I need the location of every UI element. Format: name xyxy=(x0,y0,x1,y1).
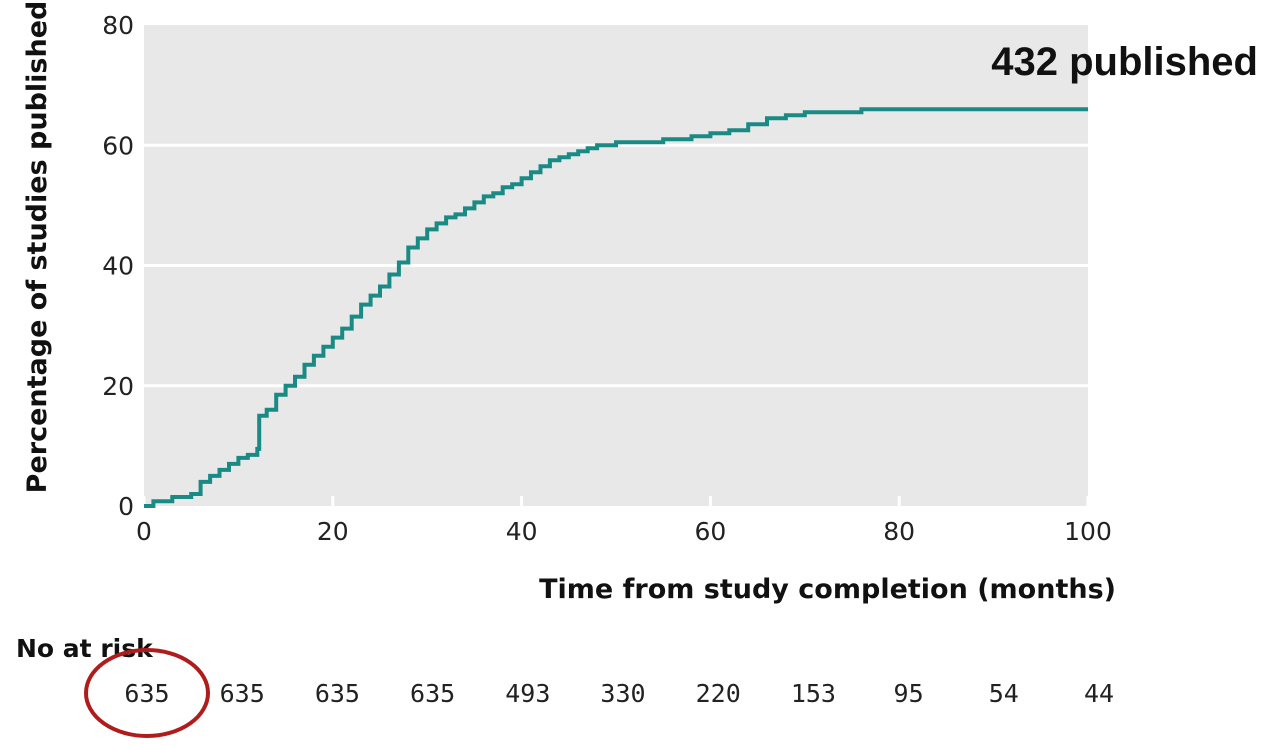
y-tick-label-2: 40 xyxy=(102,252,134,281)
x-tick-label-3: 60 xyxy=(694,517,726,546)
y-tick-labels: 0 20 40 60 80 xyxy=(102,11,134,521)
x-tick-label-5: 100 xyxy=(1064,517,1112,546)
risk-value-4: 493 xyxy=(505,679,550,708)
risk-value-8: 95 xyxy=(894,679,924,708)
risk-value-0: 635 xyxy=(124,679,169,708)
risk-value-1: 635 xyxy=(220,679,265,708)
y-tick-label-1: 20 xyxy=(102,372,134,401)
x-tick-labels: 0 20 40 60 80 100 xyxy=(136,517,1112,546)
risk-value-10: 44 xyxy=(1084,679,1114,708)
highlight-ellipse xyxy=(84,648,210,738)
x-tick-label-0: 0 xyxy=(136,517,152,546)
risk-table-title: No at risk xyxy=(16,634,154,663)
x-tick-label-2: 40 xyxy=(506,517,538,546)
risk-value-7: 153 xyxy=(791,679,836,708)
risk-value-5: 330 xyxy=(600,679,645,708)
x-tick-label-1: 20 xyxy=(317,517,349,546)
risk-value-2: 635 xyxy=(315,679,360,708)
risk-value-9: 54 xyxy=(989,679,1019,708)
annotation-label: 432 published xyxy=(991,40,1258,84)
series-line xyxy=(144,107,1088,508)
y-tick-label-0: 0 xyxy=(118,492,134,521)
risk-value-3: 635 xyxy=(410,679,455,708)
risk-value-6: 220 xyxy=(696,679,741,708)
y-axis-title: Percentage of studies published xyxy=(22,1,53,494)
y-tick-label-3: 60 xyxy=(102,131,134,160)
risk-table-values: 635 635 635 635 493 330 220 153 95 54 44 xyxy=(124,679,1114,708)
y-tick-label-4: 80 xyxy=(102,11,134,40)
x-tick-label-4: 80 xyxy=(883,517,915,546)
x-axis-title: Time from study completion (months) xyxy=(539,574,1116,605)
x-tick-marks xyxy=(142,496,1090,506)
